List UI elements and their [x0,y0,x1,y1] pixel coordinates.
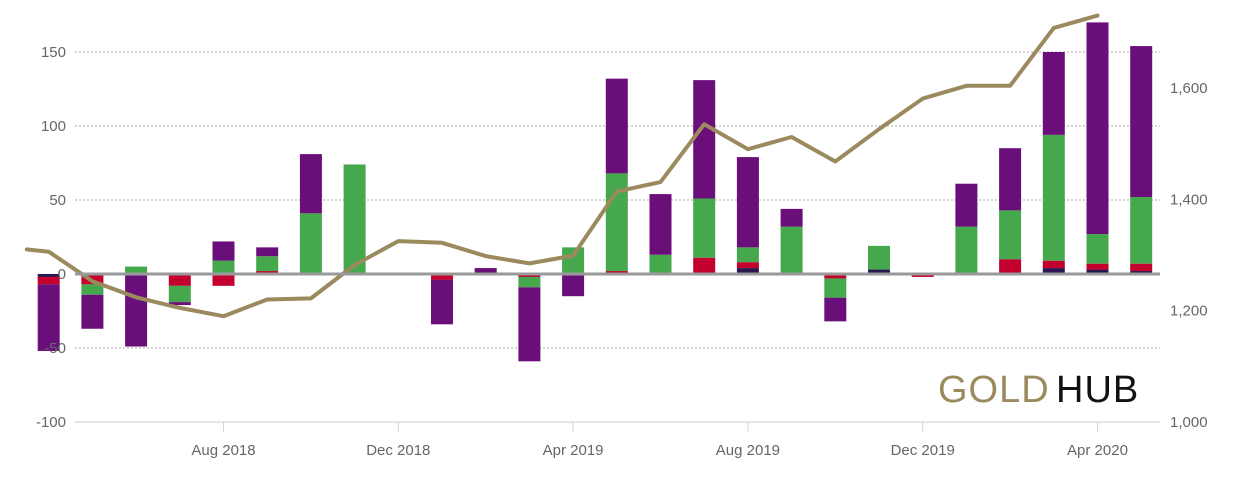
bar-segment [868,245,890,270]
bar-segment [605,78,628,174]
y-left-tick-label: 50 [49,192,66,209]
y-right-tick-label: 1,400 [1170,191,1208,208]
bar-segment [1130,197,1153,264]
bar-segment [824,297,847,322]
bar-segment [1086,234,1109,264]
logo-text-gold: GOLD [938,369,1050,411]
grid-layer [75,51,1160,349]
bar-segment [1130,46,1153,198]
bar-segment [256,256,279,272]
bar-segment [736,268,759,274]
bar-segment [1042,134,1065,261]
bar-segment [168,285,191,303]
bar-segment [1042,52,1065,135]
bar-segment [824,278,847,298]
y-left-tick-label: -50 [44,340,66,357]
logo-text-hub: HUB [1056,369,1139,411]
bar-segment [649,194,672,255]
bars-layer [37,22,1153,362]
bar-segment [1086,263,1109,270]
goldhub-logo: GOLD HUB [938,369,1139,411]
bar-segment [1042,260,1065,269]
bar-segment [955,226,978,274]
x-tick-label: Apr 2019 [543,442,604,459]
y-left-tick-label: 0 [58,266,66,283]
y-left-tick-label: 100 [41,118,66,135]
bar-segment [1042,268,1065,274]
line-layer [24,13,1100,319]
bar-segment [343,164,366,274]
bar-segment [474,268,497,273]
bar-segment [780,208,803,227]
bar-segment [256,247,279,257]
bar-segment [37,284,60,351]
bar-segment [518,287,541,362]
bar-segment [299,213,322,274]
bar-segment [824,275,847,279]
bar-segment [1130,263,1153,272]
y-left-tick-label: 150 [41,44,66,61]
bar-segment [868,269,890,274]
bar-segment [125,266,148,274]
bar-segment [212,275,235,286]
y-left-tick-label: -100 [36,414,66,431]
x-tick-label: Apr 2020 [1067,442,1128,459]
bar-segment [168,302,191,306]
bar-segment [37,274,60,277]
bar-segment [212,241,235,261]
axis-layer: -100 -50 0 50 100 150 1,000 1,200 1,400 1,600 Aug … [36,44,1208,459]
bar-segment [212,260,235,274]
bar-segment [999,210,1022,260]
bar-segment [955,183,978,227]
bar-segment [125,275,148,347]
bar-segment [736,247,759,263]
y-right-tick-label: 1,000 [1170,414,1208,431]
bar-segment [693,198,716,258]
bar-segment [562,275,585,297]
x-tick-label: Dec 2018 [366,442,430,459]
bar-segment [693,257,716,273]
y-right-tick-label: 1,200 [1170,303,1208,320]
bar-segment [736,262,759,269]
bar-segment [37,276,60,285]
bar-segment [431,279,453,325]
bar-segment [736,157,759,248]
bar-segment [1086,269,1109,274]
bar-segment [562,247,585,274]
x-tick-label: Aug 2018 [191,442,255,459]
x-tick-label: Aug 2019 [716,442,780,459]
bar-segment [999,259,1022,273]
x-tick-label: Dec 2019 [891,442,955,459]
bar-segment [431,274,453,280]
bar-segment [81,294,104,329]
bar-segment [1086,22,1109,235]
bar-segment [780,226,803,273]
bar-segment [649,254,672,273]
bar-segment [693,80,716,199]
bar-segment [299,154,322,214]
bar-segment [168,275,191,286]
price-series-line [24,13,1100,319]
bar-segment [81,284,104,295]
bar-segment [518,276,541,288]
bar-segment [999,148,1022,211]
y-right-tick-label: 1,600 [1170,80,1208,97]
